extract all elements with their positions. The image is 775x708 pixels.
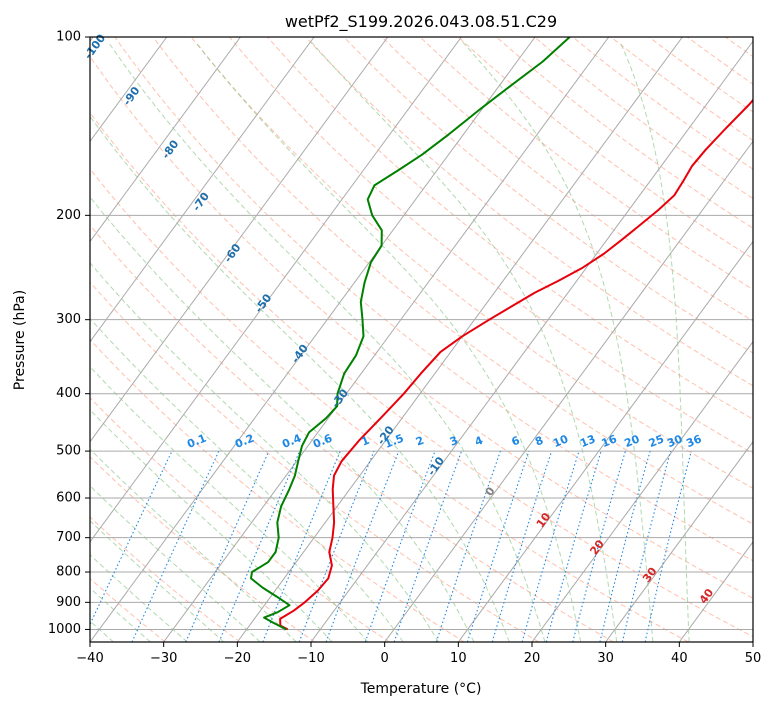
mixing-ratio-line xyxy=(185,450,270,642)
dry-adiabat-line xyxy=(343,37,753,354)
dry-adiabat-line xyxy=(90,224,614,642)
dry-adiabat-line xyxy=(229,37,753,454)
axis-layer: −40 −30 −20 −10 0 10 20 30 40 50 1000 900 800 700 600 5… xyxy=(48,30,761,667)
mixing-ratio-line xyxy=(545,450,602,642)
x-tick-label: −40 xyxy=(76,651,103,666)
moist-adiabat-line xyxy=(90,366,368,642)
moist-adiabat-line xyxy=(90,115,510,642)
series-temperature-line xyxy=(279,98,753,631)
mixing-ratio-label: 2 xyxy=(414,434,426,449)
isotherm-line xyxy=(90,37,315,343)
y-tick-label: 900 xyxy=(56,595,81,610)
y-tick-label: 500 xyxy=(56,444,81,459)
moist-adiabat-line xyxy=(90,317,404,642)
mixing-ratio-line xyxy=(572,450,626,642)
isotherm-line xyxy=(90,37,389,443)
mixing-ratio-label: 8 xyxy=(533,434,545,449)
mixing-ratio-label: 36 xyxy=(684,432,703,450)
plot-background xyxy=(90,37,753,642)
x-tick-label: 20 xyxy=(524,651,541,666)
y-tick-label: 1000 xyxy=(48,622,81,637)
moist-adiabat-line xyxy=(90,196,475,642)
mixing-ratio-label: 13 xyxy=(578,432,597,450)
mixing-ratio-line xyxy=(466,450,530,642)
isotherm-line xyxy=(605,440,753,642)
dry-adiabat-line xyxy=(90,55,753,599)
data-layer xyxy=(250,37,753,631)
mixing-ratio-label: 16 xyxy=(600,432,619,450)
moist-adiabat-line xyxy=(311,41,618,642)
mixing-ratio-label: 10 xyxy=(551,432,570,450)
x-tick-label: −30 xyxy=(150,651,177,666)
mixing-ratio-line xyxy=(90,450,173,626)
dry-adiabat-line xyxy=(90,281,540,642)
isotherm-line xyxy=(236,37,683,642)
moist-adiabat-line xyxy=(90,485,261,642)
dry-adiabat-line xyxy=(114,37,753,562)
isotherm-line xyxy=(384,140,753,642)
y-tick-label: 600 xyxy=(56,491,81,506)
isotherm-line xyxy=(163,37,610,642)
mixing-ratio-label: 25 xyxy=(647,432,666,450)
moist-adiabat-line xyxy=(90,409,333,642)
mixing-ratio-line xyxy=(435,450,501,642)
x-tick-label: 0 xyxy=(381,651,389,666)
moist-adiabat-line xyxy=(195,41,582,642)
isotherm-line xyxy=(310,40,753,642)
mixing-ratio-line xyxy=(644,450,692,642)
mixing-ratio-line xyxy=(621,450,672,642)
y-tick-label: 700 xyxy=(56,530,81,545)
dry-adiabat-line xyxy=(457,37,753,260)
mixing-ratio-line xyxy=(131,450,220,642)
plot-frame xyxy=(89,36,754,643)
mixing-ratio-line xyxy=(491,450,553,642)
x-tick-label: 10 xyxy=(450,651,467,666)
mixing-ratio-line xyxy=(521,450,580,642)
dry-adiabat-line xyxy=(90,397,390,642)
mixing-ratio-label: 20 xyxy=(622,432,641,450)
x-axis-label: Temperature (°C) xyxy=(360,681,482,697)
y-tick-label: 300 xyxy=(56,312,81,327)
y-tick-label: 400 xyxy=(56,386,81,401)
isotherm-line xyxy=(90,37,168,143)
x-tick-label: 50 xyxy=(745,651,762,666)
mixing-ratio-line xyxy=(218,450,301,642)
grid-layer xyxy=(90,37,753,642)
mixing-ratio-label: 1 xyxy=(359,434,371,449)
y-tick-label: 100 xyxy=(56,30,81,45)
mixing-ratio-line xyxy=(393,450,463,642)
x-tick-label: −10 xyxy=(297,651,324,666)
y-tick-label: 800 xyxy=(56,565,81,580)
chart-title: wetPf2_S199.2026.043.08.51.C29 xyxy=(285,12,557,32)
isotherm-line xyxy=(90,37,536,642)
moist-adiabat-line xyxy=(90,262,439,642)
dry-adiabat-line xyxy=(305,37,753,387)
x-tick-label: 30 xyxy=(597,651,614,666)
isotherm-line xyxy=(90,37,241,243)
dry-adiabat-line xyxy=(381,37,753,322)
isotherm-line xyxy=(531,340,753,642)
x-tick-label: 40 xyxy=(671,651,688,666)
dry-adiabat-line xyxy=(90,338,465,642)
dry-adiabat-line xyxy=(572,37,753,170)
dry-adiabat-line xyxy=(190,37,753,489)
x-tick-label: −20 xyxy=(224,651,251,666)
dry-adiabat-line xyxy=(534,37,753,200)
mixing-ratio-line xyxy=(364,450,436,642)
moist-adiabat-line xyxy=(107,41,546,642)
mixing-ratio-label: 3 xyxy=(448,434,460,449)
isotherm-line xyxy=(457,240,753,642)
y-axis-label: Pressure (hPa) xyxy=(12,290,28,390)
mixing-ratio-label: 30 xyxy=(665,432,684,450)
series-dewpoint-line xyxy=(250,37,571,631)
moist-adiabat-line xyxy=(462,41,654,642)
moist-adiabat-line xyxy=(619,41,690,642)
mixing-ratio-line xyxy=(599,450,651,642)
y-tick-label: 200 xyxy=(56,208,81,223)
